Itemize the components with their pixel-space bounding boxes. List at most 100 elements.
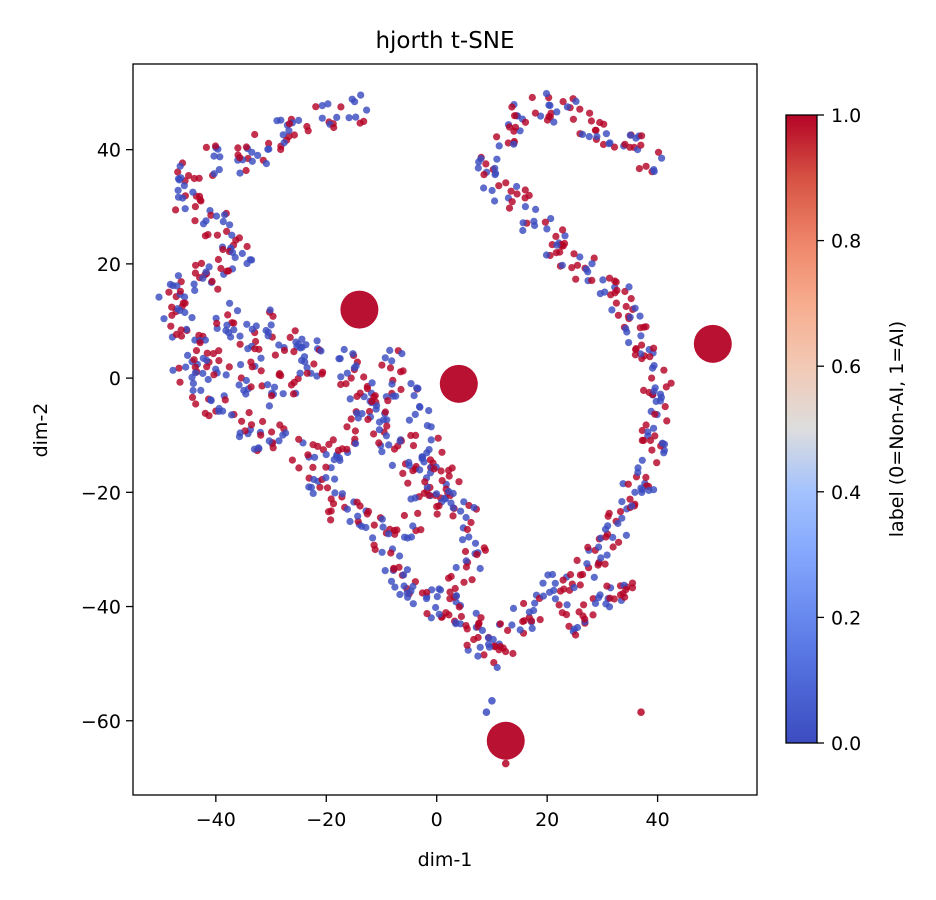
scatter-point bbox=[165, 288, 173, 296]
scatter-point bbox=[650, 344, 658, 352]
scatter-point bbox=[399, 469, 407, 477]
scatter-point bbox=[403, 566, 411, 574]
scatter-point bbox=[174, 168, 182, 176]
scatter-point bbox=[189, 386, 197, 395]
colorbar-tick-label: 0.6 bbox=[831, 356, 861, 378]
scatter-point bbox=[597, 554, 605, 562]
scatter-point bbox=[658, 439, 667, 447]
scatter-point bbox=[221, 396, 229, 404]
scatter-point bbox=[452, 563, 460, 572]
scatter-point bbox=[532, 205, 540, 213]
scatter-point bbox=[172, 330, 181, 338]
scatter-point bbox=[662, 383, 670, 391]
scatter-point bbox=[247, 358, 255, 366]
scatter-point bbox=[199, 274, 207, 282]
scatter-point bbox=[531, 109, 540, 117]
scatter-point bbox=[172, 206, 180, 214]
scatter-point bbox=[462, 557, 470, 565]
scatter-point bbox=[177, 326, 185, 334]
scatter-point bbox=[411, 494, 419, 502]
scatter-point bbox=[605, 274, 614, 282]
scatter-point bbox=[323, 484, 332, 492]
scatter-point bbox=[510, 140, 518, 148]
scatter-point bbox=[288, 456, 296, 464]
scatter-point bbox=[300, 353, 309, 361]
scatter-point bbox=[258, 382, 266, 390]
scatter-point bbox=[190, 356, 198, 364]
scatter-point bbox=[541, 218, 550, 226]
scatter-point bbox=[603, 582, 611, 590]
scatter-point bbox=[570, 584, 578, 592]
scatter-point bbox=[650, 387, 658, 395]
scatter-point bbox=[196, 339, 204, 347]
scatter-point bbox=[226, 299, 234, 307]
scatter-point bbox=[184, 351, 192, 359]
scatter-point bbox=[295, 116, 303, 124]
scatter-point bbox=[388, 380, 396, 388]
scatter-point bbox=[559, 576, 567, 584]
scatter-point bbox=[383, 422, 391, 430]
scatter-point bbox=[504, 139, 512, 147]
scatter-point bbox=[363, 385, 371, 393]
scatter-point bbox=[622, 586, 630, 594]
scatter-point bbox=[416, 466, 424, 474]
scatter-point bbox=[265, 437, 273, 445]
scatter-point bbox=[215, 166, 223, 174]
scatter-point bbox=[578, 130, 587, 138]
scatter-point bbox=[364, 507, 373, 516]
scatter-point bbox=[188, 393, 197, 401]
scatter-point bbox=[584, 268, 592, 276]
scatter-point bbox=[336, 456, 344, 465]
scatter-point bbox=[197, 259, 206, 267]
scatter-point bbox=[619, 480, 627, 488]
scatter-point bbox=[460, 498, 468, 506]
scatter-point bbox=[305, 483, 313, 491]
y-tick-label: −60 bbox=[81, 711, 121, 733]
scatter-point bbox=[621, 593, 629, 601]
scatter-point bbox=[449, 504, 457, 512]
scatter-point bbox=[656, 390, 665, 398]
scatter-point bbox=[396, 437, 404, 445]
scatter-point bbox=[627, 295, 635, 303]
scatter-point bbox=[384, 397, 392, 405]
scatter-point bbox=[247, 383, 255, 391]
scatter-point bbox=[248, 256, 256, 264]
scatter-point bbox=[546, 588, 554, 596]
scatter-point bbox=[304, 451, 312, 459]
scatter-point bbox=[467, 518, 475, 527]
scatter-point bbox=[346, 395, 354, 403]
scatter-point bbox=[385, 441, 393, 449]
scatter-point bbox=[653, 459, 661, 467]
scatter-point bbox=[235, 234, 243, 242]
scatter-point bbox=[542, 90, 551, 98]
scatter-point bbox=[303, 369, 311, 377]
scatter-point bbox=[496, 620, 504, 628]
scatter-point bbox=[373, 402, 381, 410]
scatter-point bbox=[576, 105, 584, 113]
scatter-point bbox=[169, 366, 177, 374]
y-tick-label: −20 bbox=[81, 482, 121, 504]
scatter-point bbox=[409, 600, 417, 608]
scatter-point bbox=[462, 563, 470, 571]
scatter-point bbox=[330, 123, 338, 132]
scatter-point bbox=[558, 261, 566, 269]
scatter-point bbox=[539, 579, 547, 587]
scatter-point bbox=[342, 380, 350, 388]
scatter-point bbox=[595, 543, 603, 551]
scatter-point bbox=[590, 573, 598, 581]
scatter-point bbox=[638, 456, 646, 464]
scatter-point bbox=[531, 599, 539, 607]
scatter-point bbox=[251, 345, 259, 353]
scatter-point bbox=[329, 436, 337, 444]
scatter-point bbox=[405, 462, 413, 470]
scatter-point bbox=[642, 421, 650, 429]
scatter-point bbox=[191, 217, 199, 225]
scatter-point bbox=[473, 551, 481, 559]
scatter-point bbox=[176, 287, 184, 295]
scatter-point bbox=[446, 588, 454, 596]
scatter-point bbox=[204, 375, 212, 384]
scatter-point bbox=[530, 217, 538, 225]
scatter-point bbox=[219, 245, 227, 254]
scatter-point bbox=[636, 324, 644, 332]
